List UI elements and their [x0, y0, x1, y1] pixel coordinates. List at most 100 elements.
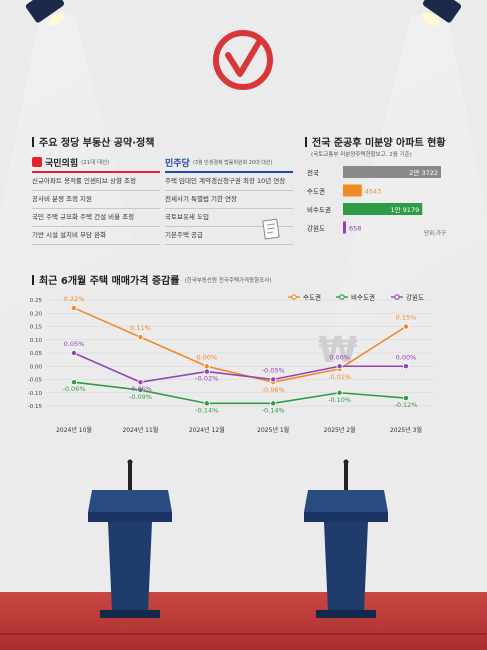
data-point: [71, 304, 78, 311]
legend-item: 수도권: [288, 294, 321, 302]
data-label: -0.14%: [195, 406, 218, 414]
data-label: -0.06%: [129, 385, 152, 393]
data-label: 0.00%: [396, 353, 417, 361]
ppp-panel: 국민의힘 (21대 대선) 신규아파트 용적률 인센티브 상향 조정 공사비 분…: [32, 153, 160, 245]
data-point: [270, 400, 277, 407]
ppp-logo-icon: [32, 157, 42, 167]
data-point: [137, 379, 144, 386]
dp-item: 주택 임대인 계약갱신청구권 최장 10년 연장: [165, 173, 293, 191]
unsold-bar: [343, 203, 423, 215]
data-label: 0.00%: [196, 353, 217, 361]
y-tick-label: 0.15: [30, 325, 43, 331]
unsold-value-label: 1만 9179: [390, 205, 419, 214]
data-point: [402, 323, 409, 330]
data-label: 0.15%: [396, 314, 417, 322]
legend-item: 비수도권: [336, 293, 375, 302]
ppp-note: (21대 대선): [81, 160, 110, 166]
data-label: -0.02%: [195, 375, 218, 383]
y-tick-label: 0.05: [30, 351, 43, 357]
data-label: 0.05%: [64, 340, 85, 348]
data-label: -0.06%: [262, 386, 285, 394]
dp-item: 국토보유세 도입: [165, 209, 293, 227]
data-point: [203, 368, 210, 375]
stage-floor: [0, 592, 487, 650]
unsold-value-label: 658: [349, 225, 361, 233]
data-point: [402, 363, 409, 370]
unsold-label: 강원도: [307, 224, 325, 233]
ballot-stamp-icon: [213, 30, 273, 90]
legend-label: 강원도: [406, 293, 424, 302]
unsold-label: 수도권: [307, 188, 325, 196]
unsold-bar: [343, 184, 362, 197]
unsold-label: 비수도권: [307, 205, 331, 214]
y-tick-label: 0.10: [30, 338, 43, 344]
spotlight-right-icon: [422, 0, 462, 26]
spotlight-left-icon: [25, 0, 65, 26]
x-tick-label: 2025년 3월: [390, 426, 422, 434]
spotlight-beam-left: [0, 15, 180, 420]
data-label: 0.00%: [329, 353, 350, 361]
y-tick-label: -0.05: [28, 378, 43, 384]
data-point: [71, 379, 78, 386]
series-line: [73, 381, 407, 405]
dp-note: (3월 민생경제 법률위원회 20대 대선): [192, 159, 273, 166]
unsold-bar: [343, 166, 441, 178]
ppp-item: 기반 시설 설치비 부담 완화: [32, 227, 160, 245]
legend-item: 강원도: [391, 293, 424, 302]
data-label: 0.22%: [64, 295, 85, 303]
data-point: [203, 400, 210, 407]
data-point: [336, 363, 343, 370]
dp-name: 민주당: [165, 158, 190, 169]
series-line: [73, 352, 406, 383]
unsold-value-label: 2만 3722: [409, 168, 438, 177]
y-tick-label: 0.25: [30, 298, 43, 304]
x-tick-label: 2024년 11월: [122, 426, 158, 434]
spotlight-beam-right: [307, 15, 487, 420]
data-point: [137, 334, 144, 341]
price-change-line-chart: 0.25 0.20 0.15 0.10 0.05 0.00 -0.05 -0.10 -0.15 2…: [28, 293, 434, 434]
x-tick-label: 2025년 2월: [324, 426, 356, 434]
unsold-unit: 단위:가구: [424, 231, 447, 237]
data-point: [203, 363, 210, 370]
unsold-bar-chart: 전국 2만 3722 수도권 4543 비수도권 1만 9179 강원도 658: [307, 166, 441, 234]
podium-right: [304, 459, 388, 618]
unsold-value-label: 4543: [365, 188, 382, 196]
unsold-title: 전국 준공후 미분양 아파트 현황: [305, 134, 446, 149]
x-tick-label: 2024년 12월: [189, 426, 225, 434]
data-point: [71, 350, 78, 357]
ppp-name: 국민의힘: [45, 158, 79, 169]
y-tick-label: -0.10: [28, 391, 43, 397]
legend-label: 비수도권: [351, 293, 375, 302]
series-line: [73, 307, 407, 383]
dp-item: 전세사기 특별법 기한 연장: [165, 191, 293, 209]
data-point: [137, 387, 144, 394]
legend-label: 수도권: [303, 294, 321, 302]
chart-title: 최근 6개월 주택 매매가격 증감률 (한국부동산원 전국주택가격동향조사): [32, 272, 272, 287]
unsold-source: (국토교통부 미분양주택현황보고, 2월 기준): [311, 152, 412, 158]
data-label: -0.01%: [328, 373, 351, 381]
ppp-item: 공사비 분쟁 조정 지원: [32, 191, 160, 209]
dp-panel: 민주당 (3월 민생경제 법률위원회 20대 대선) 주택 임대인 계약갱신청구…: [165, 153, 293, 245]
y-tick-label: -0.15: [28, 404, 43, 410]
data-label: -0.14%: [262, 406, 285, 414]
policy-title: 주요 정당 부동산 공약·정책: [32, 134, 154, 149]
chart-source: (한국부동산원 전국주택가격동향조사): [184, 277, 272, 284]
data-point: [270, 376, 277, 383]
unsold-label: 전국: [307, 168, 319, 177]
data-label: -0.10%: [328, 396, 351, 404]
data-point: [336, 389, 343, 396]
y-tick-label: 0.20: [30, 311, 43, 317]
x-tick-label: 2024년 10월: [56, 426, 92, 434]
document-icon: [262, 218, 280, 240]
unsold-bar: [343, 221, 346, 234]
dp-item: 기본주택 공급: [165, 227, 293, 245]
data-label: 0.11%: [130, 324, 151, 332]
data-label: -0.09%: [129, 393, 152, 401]
ppp-item: 국민 주택 규모화 주택 건설 비율 조정: [32, 209, 160, 227]
y-tick-label: 0.00: [30, 364, 43, 370]
data-label: -0.06%: [63, 385, 86, 393]
data-point: [402, 395, 409, 402]
ppp-item: 신규아파트 용적률 인센티브 상향 조정: [32, 173, 160, 191]
data-label: -0.05%: [262, 367, 285, 375]
